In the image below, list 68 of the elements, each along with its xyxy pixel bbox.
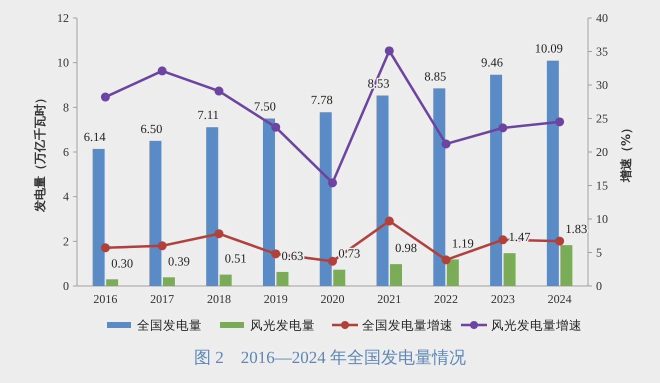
bar [390,264,402,286]
x-tick-label: 2017 [150,292,174,306]
bar [490,74,502,286]
point [214,86,224,96]
y2-tick-label: 0 [596,279,602,293]
y2-tick-label: 5 [596,246,602,260]
point [498,235,508,244]
y-tick-label: 2 [63,234,69,248]
bar [220,274,232,286]
point [384,46,394,56]
x-tick-label: 2024 [548,292,572,306]
bar [560,245,572,286]
bar [92,148,105,286]
bar [276,272,288,286]
point [555,117,564,126]
y2-tick-label: 15 [596,178,608,192]
y-tick-label: 8 [63,100,69,114]
bar [504,253,516,286]
y2-tick-label: 40 [596,11,608,25]
point [271,122,280,132]
point [158,66,167,76]
x-tick-label: 2016 [93,292,118,306]
point [214,229,224,238]
bar [162,277,175,286]
y-tick-label: 10 [57,56,69,70]
y-tick-label: 4 [63,190,69,204]
text: 图 2 2016—2024 年全国发电量情况 [194,348,466,367]
bar [333,270,346,286]
point [328,178,337,188]
point [100,243,110,252]
bar [262,118,275,286]
bar [446,259,459,286]
y-axis-title: 发电量（万亿千瓦时） [33,92,47,213]
y-tick-label: 12 [57,11,69,25]
y2-axis-title: 增速（%） [619,122,633,184]
bar [546,60,559,286]
point [100,92,110,102]
legend-label: 全国发电量 [137,318,202,332]
point [328,256,337,266]
point [442,255,451,264]
point [384,216,394,226]
point [442,139,451,148]
bar [433,88,446,286]
bar [320,112,332,286]
y2-tick-label: 10 [596,212,608,226]
x-tick-label: 2019 [264,292,288,306]
y2-tick-label: 25 [596,112,608,126]
y-tick-label: 0 [63,279,69,293]
x-tick-label: 2020 [320,292,344,306]
y2-tick-label: 35 [596,44,608,58]
point [498,123,508,132]
y2-tick-label: 20 [596,145,608,159]
x-tick-label: 2018 [206,292,231,306]
x-tick-label: 2022 [434,292,458,306]
bar [206,127,218,286]
y2-tick-label: 30 [596,78,608,92]
legend-label: 全国发电量增速 [362,318,453,332]
point [271,249,280,258]
bar [106,279,118,286]
x-tick-label: 2023 [490,292,515,306]
x-tick-label: 2021 [377,292,402,306]
legend-label: 风光发电量 [250,318,315,332]
legend-label: 风光发电量增速 [491,318,582,332]
y-tick-label: 6 [63,145,69,159]
bar [149,140,162,286]
bar [376,95,389,286]
point [555,236,564,246]
point [158,241,167,250]
